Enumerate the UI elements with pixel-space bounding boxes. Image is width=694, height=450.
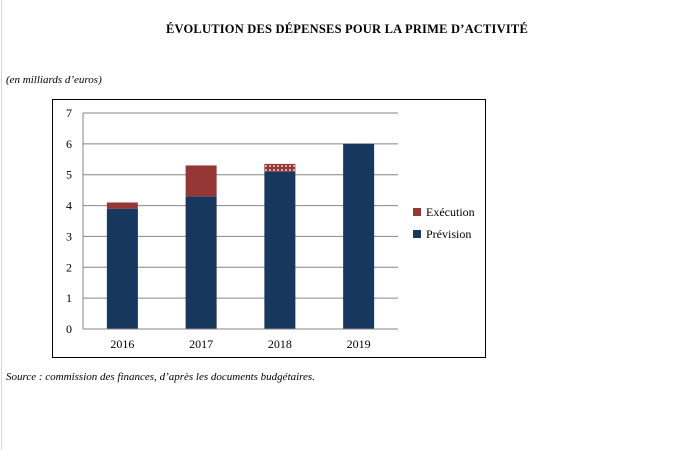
chart-title: ÉVOLUTION DES DÉPENSES POUR LA PRIME D’A…: [166, 22, 528, 36]
y-tick-label: 2: [66, 260, 72, 274]
bar-prevision-2016: [106, 208, 138, 329]
y-tick-label: 4: [66, 199, 72, 213]
bar-prevision-2018: [264, 171, 296, 329]
y-tick-label: 3: [66, 229, 72, 243]
x-tick-label: 2019: [347, 337, 371, 351]
bar-execution-2018: [264, 163, 296, 172]
y-tick-label: 6: [66, 137, 72, 151]
page-edge-rule: [1, 0, 2, 450]
legend-label: Exécution: [426, 205, 475, 219]
legend-swatch-execution: [413, 208, 421, 216]
unit-note: (en milliards d’euros): [6, 74, 102, 86]
bar-prevision-2019: [343, 143, 375, 329]
y-tick-label: 1: [66, 291, 72, 305]
y-tick-label: 5: [66, 168, 72, 182]
source-note: Source : commission des finances, d’aprè…: [6, 371, 315, 383]
legend-swatch-prevision: [413, 230, 421, 238]
y-tick-label: 7: [66, 106, 72, 120]
legend-label: Prévision: [426, 227, 471, 241]
bar-execution-2017: [185, 165, 217, 197]
x-tick-label: 2018: [268, 337, 292, 351]
x-tick-label: 2017: [189, 337, 213, 351]
y-tick-label: 0: [66, 322, 72, 336]
bar-execution-2016: [106, 202, 138, 209]
bar-prevision-2017: [185, 196, 217, 329]
x-tick-label: 2016: [110, 337, 134, 351]
